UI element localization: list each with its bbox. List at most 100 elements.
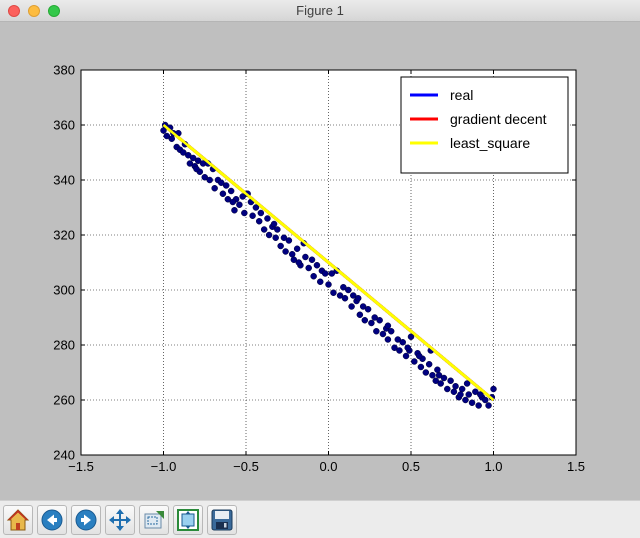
scatter-point [477, 391, 484, 398]
scatter-point [371, 314, 378, 321]
subplots-button[interactable] [173, 505, 203, 535]
zoom-rect-icon [144, 511, 164, 529]
scatter-point [290, 256, 298, 263]
scatter-point [241, 209, 248, 217]
scatter-point [185, 152, 192, 159]
scatter-point [252, 204, 260, 211]
scatter-point [295, 259, 303, 266]
scatter-point [458, 385, 466, 393]
scatter-point [394, 336, 402, 343]
scatter-point [193, 165, 200, 173]
scatter-point [359, 303, 367, 310]
scatter-point [457, 391, 464, 398]
y-tick-label: 340 [53, 173, 75, 188]
scatter-point [227, 187, 235, 195]
scatter-chart: −1.5 −1.0 −0.5 0.0 0.5 1.0 1.5 240 260 280 300 320 3… [53, 63, 585, 475]
navigation-toolbar [0, 500, 640, 538]
scatter-point [490, 385, 497, 393]
scatter-point [391, 344, 398, 351]
scatter-point [376, 317, 383, 324]
save-button[interactable] [207, 505, 237, 535]
scatter-point [465, 391, 472, 398]
scatter-point [341, 295, 349, 302]
scatter-point [211, 185, 218, 192]
scatter-point [437, 380, 444, 387]
window-titlebar: Figure 1 [0, 0, 640, 22]
scatter-point [239, 193, 246, 200]
y-tick-label: 260 [53, 393, 75, 408]
scatter-point [447, 377, 454, 384]
x-tick-label: −1.0 [151, 459, 177, 474]
scatter-point [432, 377, 439, 384]
scatter-point [340, 284, 347, 291]
scatter-point [399, 339, 406, 346]
minimize-window-button[interactable] [28, 5, 40, 17]
floppy-disk-icon [211, 509, 233, 531]
scatter-point [270, 220, 278, 228]
legend-label: least_square [450, 135, 530, 151]
scatter-point [361, 317, 369, 324]
scatter-point [345, 286, 352, 294]
scatter-point [435, 372, 443, 379]
y-tick-label: 320 [53, 228, 75, 243]
pan-button[interactable] [105, 505, 135, 535]
scatter-point [222, 182, 230, 189]
scatter-point [422, 369, 430, 376]
scatter-point [482, 396, 489, 404]
scatter-point [354, 295, 362, 302]
scatter-point [472, 388, 479, 395]
scatter-point [264, 215, 271, 222]
scatter-point [425, 361, 433, 368]
scatter-point [462, 396, 469, 404]
scatter-point [160, 127, 167, 134]
scatter-point [305, 264, 312, 272]
maximize-window-button[interactable] [48, 5, 60, 17]
scatter-point [417, 363, 425, 371]
scatter-point [429, 372, 436, 379]
scatter-point [475, 402, 482, 409]
scatter-point [444, 385, 451, 393]
figure-canvas[interactable]: −1.5 −1.0 −0.5 0.0 0.5 1.0 1.5 240 260 280 300 320 3… [0, 22, 640, 500]
scatter-point [219, 190, 227, 197]
y-tick-label: 300 [53, 283, 75, 298]
scatter-point [416, 352, 423, 360]
scatter-point [404, 344, 411, 351]
scatter-point [368, 319, 375, 327]
scatter-point [330, 289, 337, 296]
scatter-point [407, 333, 415, 340]
back-button[interactable] [37, 505, 67, 535]
scatter-point [265, 231, 273, 239]
scatter-point [440, 374, 448, 382]
scatter-point [272, 234, 279, 241]
x-tick-label: 1.5 [567, 459, 585, 474]
scatter-point [260, 226, 268, 233]
x-tick-label: 1.0 [484, 459, 502, 474]
scatter-point [224, 196, 232, 203]
scatter-point [325, 281, 332, 288]
scatter-point [336, 292, 344, 299]
legend: real gradient decent least_square [400, 76, 569, 174]
scatter-point [218, 179, 225, 186]
scatter-point [317, 278, 324, 285]
home-button[interactable] [3, 505, 33, 535]
scatter-point [387, 328, 395, 335]
x-tick-label: 0.0 [319, 459, 337, 474]
y-tick-label: 380 [53, 63, 75, 78]
zoom-button[interactable] [139, 505, 169, 535]
scatter-point [350, 292, 357, 299]
forward-button[interactable] [71, 505, 101, 535]
scatter-point [313, 262, 321, 269]
close-window-button[interactable] [8, 5, 20, 17]
scatter-point [485, 402, 492, 409]
y-tick-label: 280 [53, 338, 75, 353]
subplots-icon [177, 509, 199, 531]
scatter-point [255, 218, 263, 225]
scatter-point [282, 248, 289, 255]
scatter-point [257, 209, 265, 217]
scatter-point [434, 366, 441, 373]
scatter-point [384, 322, 392, 329]
x-tick-label: 0.5 [402, 459, 420, 474]
scatter-point [194, 157, 202, 164]
scatter-point [201, 174, 208, 181]
scatter-point [163, 132, 171, 140]
